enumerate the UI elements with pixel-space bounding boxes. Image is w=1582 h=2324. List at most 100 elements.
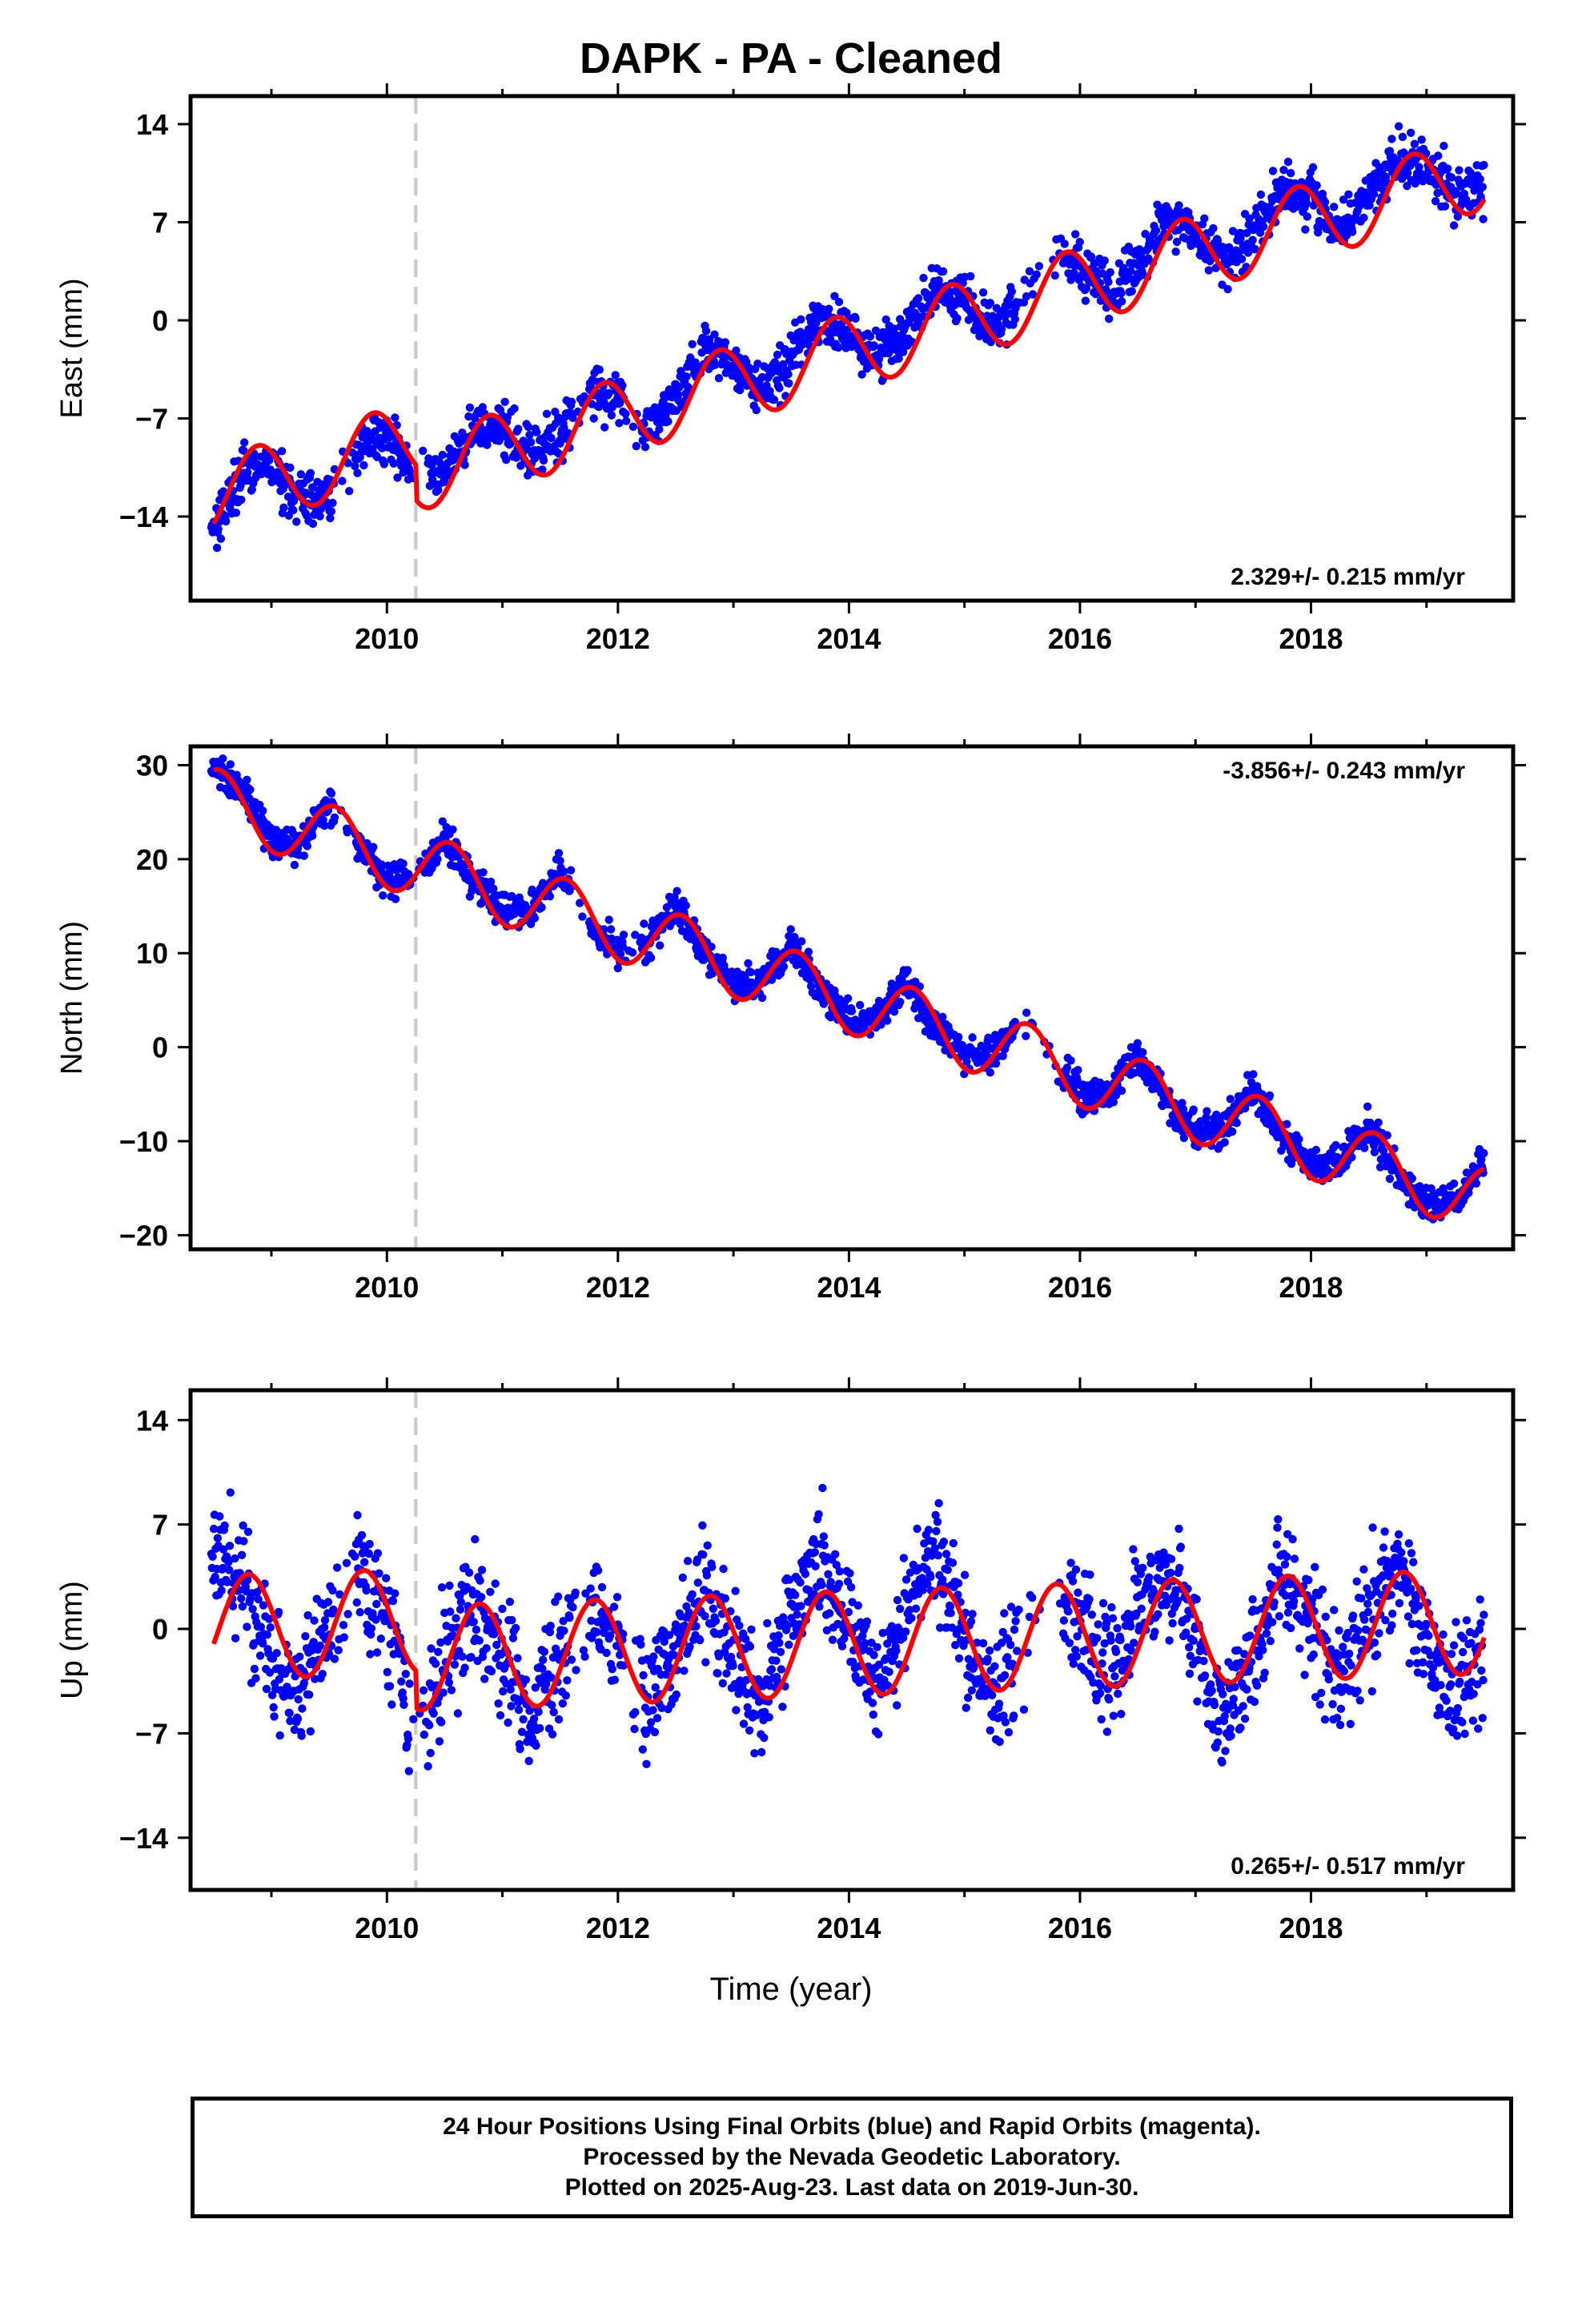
data-point bbox=[1074, 1066, 1082, 1075]
data-point bbox=[1385, 147, 1395, 155]
data-point bbox=[345, 487, 354, 496]
data-point bbox=[479, 868, 488, 877]
data-point bbox=[491, 1579, 500, 1588]
data-point bbox=[532, 428, 541, 436]
data-point bbox=[674, 390, 683, 399]
data-point bbox=[1007, 287, 1017, 296]
data-point bbox=[731, 1586, 740, 1595]
data-point bbox=[778, 1703, 787, 1711]
data-point bbox=[1359, 213, 1368, 223]
data-point bbox=[391, 895, 400, 903]
data-point bbox=[1431, 197, 1440, 206]
data-point bbox=[486, 877, 496, 887]
data-point bbox=[456, 1598, 465, 1606]
data-point bbox=[375, 1569, 383, 1578]
data-point bbox=[483, 440, 492, 449]
data-point bbox=[966, 1617, 976, 1626]
data-point bbox=[946, 1609, 955, 1618]
data-point bbox=[999, 1711, 1008, 1720]
data-point bbox=[1010, 315, 1020, 324]
data-point bbox=[919, 273, 928, 283]
y-tick-label: 10 bbox=[136, 937, 168, 970]
data-point bbox=[247, 485, 256, 494]
data-point bbox=[923, 1579, 932, 1589]
data-point bbox=[833, 1619, 842, 1629]
data-point bbox=[231, 1634, 240, 1642]
data-point bbox=[401, 1670, 410, 1679]
data-point bbox=[243, 775, 251, 784]
data-point bbox=[1209, 223, 1218, 233]
data-point bbox=[391, 1589, 400, 1598]
data-point bbox=[505, 1598, 515, 1606]
data-point bbox=[256, 1622, 266, 1631]
data-point bbox=[859, 357, 869, 366]
data-point bbox=[857, 370, 866, 379]
data-point bbox=[772, 1656, 781, 1665]
data-point bbox=[219, 754, 227, 763]
data-point bbox=[881, 315, 890, 324]
data-point bbox=[843, 994, 853, 1003]
data-point bbox=[648, 1706, 657, 1715]
data-point bbox=[539, 1655, 548, 1664]
data-point bbox=[1480, 160, 1488, 170]
data-point bbox=[351, 1552, 359, 1561]
data-point bbox=[1126, 267, 1135, 275]
data-point bbox=[359, 460, 368, 470]
data-point bbox=[351, 461, 359, 471]
data-point bbox=[1130, 1068, 1139, 1077]
data-point bbox=[536, 1723, 544, 1733]
plot-frame bbox=[188, 94, 1516, 603]
data-point bbox=[475, 1636, 484, 1645]
data-point bbox=[548, 1701, 556, 1710]
data-point bbox=[307, 831, 317, 840]
data-point bbox=[954, 1032, 963, 1042]
data-point bbox=[865, 1687, 875, 1696]
data-point bbox=[379, 891, 387, 900]
data-point bbox=[526, 438, 536, 447]
data-point bbox=[368, 1609, 377, 1618]
data-point bbox=[785, 1640, 793, 1649]
data-point bbox=[783, 1621, 792, 1630]
data-point bbox=[335, 1590, 344, 1599]
data-point bbox=[542, 409, 552, 418]
data-point bbox=[887, 1622, 897, 1630]
data-point bbox=[532, 1741, 540, 1750]
data-point bbox=[847, 1007, 857, 1015]
data-point bbox=[404, 1767, 413, 1775]
data-point bbox=[277, 447, 287, 456]
data-point bbox=[1174, 201, 1183, 210]
data-point bbox=[309, 1638, 318, 1647]
data-point bbox=[297, 1731, 306, 1740]
data-point bbox=[673, 1628, 682, 1637]
data-point bbox=[572, 1666, 580, 1675]
data-point bbox=[718, 953, 727, 963]
data-point bbox=[1003, 1653, 1012, 1662]
data-point bbox=[1127, 287, 1137, 296]
data-point bbox=[869, 1710, 878, 1719]
data-point bbox=[506, 1685, 515, 1694]
data-point bbox=[387, 1700, 396, 1709]
data-point bbox=[366, 1630, 375, 1639]
data-point bbox=[437, 1583, 447, 1592]
data-point bbox=[896, 315, 905, 324]
data-point bbox=[963, 1693, 973, 1703]
data-point bbox=[305, 1691, 314, 1699]
data-point bbox=[638, 1745, 647, 1754]
data-point bbox=[905, 1606, 914, 1614]
data-point bbox=[830, 292, 839, 300]
data-point bbox=[968, 1033, 977, 1042]
data-point bbox=[746, 967, 755, 977]
data-point bbox=[1117, 1086, 1126, 1096]
data-point bbox=[869, 1651, 878, 1659]
data-point bbox=[334, 1646, 343, 1655]
data-point bbox=[1117, 289, 1126, 298]
data-point bbox=[736, 386, 745, 395]
data-point bbox=[834, 297, 844, 307]
data-point bbox=[1179, 1133, 1189, 1143]
data-point bbox=[739, 1719, 749, 1728]
data-point bbox=[769, 396, 779, 404]
data-point bbox=[616, 950, 625, 959]
data-point bbox=[702, 1571, 712, 1580]
y-tick-label: 30 bbox=[136, 749, 168, 782]
